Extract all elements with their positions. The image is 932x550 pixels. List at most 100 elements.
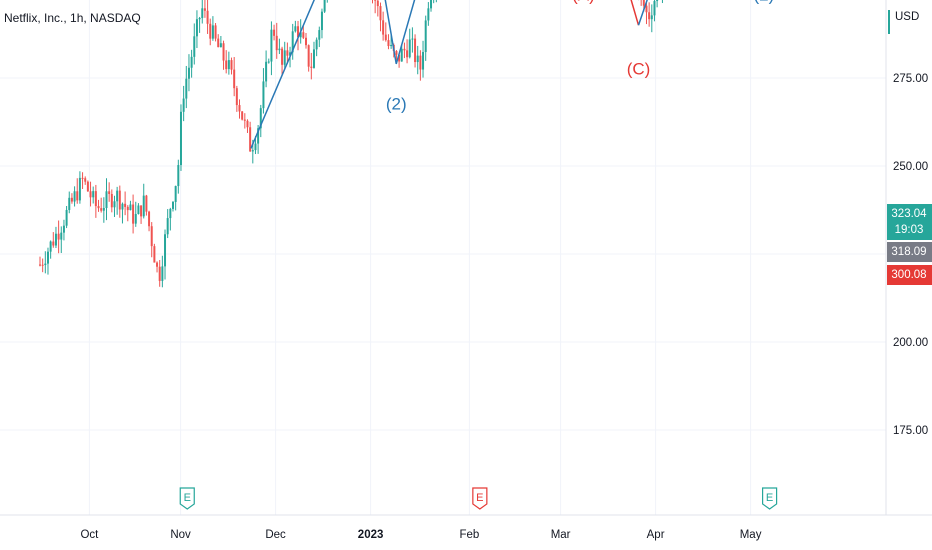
candle-body <box>161 266 164 281</box>
candle-body <box>54 233 57 246</box>
candle-body <box>153 246 156 263</box>
candle-body <box>76 191 79 201</box>
time-axis-bg <box>0 515 932 550</box>
chart-title: Netflix, Inc., 1h, NASDAQ <box>4 11 141 25</box>
candle-body <box>427 8 430 21</box>
candle-body <box>179 111 182 166</box>
candle-body <box>376 0 379 7</box>
price-tick-label: 275.00 <box>893 73 928 85</box>
candle-body <box>645 5 648 13</box>
candle-body <box>150 226 153 247</box>
stop-price-badge[interactable]: 318.09 <box>887 242 932 262</box>
candle-body <box>185 78 188 99</box>
candle-body <box>243 119 246 121</box>
candle-body <box>408 39 411 58</box>
candles <box>39 0 663 288</box>
candle-body <box>94 191 97 207</box>
candle-body <box>137 205 140 215</box>
candle-body <box>134 214 137 224</box>
candle-body <box>102 208 105 211</box>
candle-body <box>209 23 212 39</box>
earnings-marker[interactable]: E <box>472 487 488 510</box>
candle-body <box>267 61 270 63</box>
candle-body <box>241 111 244 120</box>
candle-body <box>251 150 254 152</box>
wave-label: (A) <box>572 0 595 5</box>
candle-body <box>400 48 403 62</box>
candle-body <box>203 8 206 11</box>
currency-label: USD <box>895 11 919 23</box>
candle-body <box>299 32 302 38</box>
candle-body <box>140 205 143 217</box>
candle-body <box>217 38 220 48</box>
candle-body <box>214 25 217 39</box>
candle-body <box>52 241 55 246</box>
candle-body <box>238 105 241 112</box>
price-tick-label: 200.00 <box>893 337 928 349</box>
candle-body <box>297 26 300 38</box>
wave-label: (C) <box>627 59 651 78</box>
candle-body <box>225 60 228 70</box>
candle-body <box>118 190 121 210</box>
candle-body <box>108 191 111 195</box>
candle-body <box>648 12 651 20</box>
entry-price-badge-bg <box>887 265 932 285</box>
candle-body <box>89 191 92 198</box>
candle-body <box>148 211 151 227</box>
candle-body <box>169 208 172 219</box>
current-price-badge[interactable]: 323.04 19:03 <box>887 204 932 240</box>
candle-body <box>68 197 71 210</box>
candle-body <box>254 143 257 151</box>
wave-label: (2) <box>754 0 775 5</box>
time-tick-label: May <box>740 529 762 541</box>
candle-body <box>270 29 273 62</box>
candle-body <box>286 50 289 56</box>
wave-label: (2) <box>386 95 407 114</box>
time-axis[interactable]: Oct Nov Dec 2023 Feb Mar Apr May <box>0 514 932 550</box>
wave-line-1 <box>250 0 416 149</box>
candle-body <box>278 48 281 51</box>
candle-body <box>164 234 167 267</box>
current-price-badge-text: 19:03 <box>895 224 924 236</box>
candle-body <box>182 98 185 112</box>
candle-body <box>406 50 409 58</box>
elliott-wave-labels: (1)(2)(3)(4)(5)(A)(B)(C)(1)(2)(3)(4)(5) <box>386 0 775 114</box>
current-price-badge-text: 323.04 <box>891 208 927 220</box>
candle-body <box>419 55 422 70</box>
candle-body <box>257 128 260 144</box>
candle-body <box>318 30 321 40</box>
entry-price-badge-text: 300.08 <box>891 269 926 281</box>
candle-body <box>307 45 310 67</box>
candle-body <box>656 0 659 2</box>
candle-body <box>411 38 414 40</box>
candle-body <box>246 120 249 128</box>
candle-body <box>100 208 103 211</box>
candle-body <box>398 54 401 62</box>
candle-body <box>387 40 390 47</box>
earnings-marker[interactable]: E <box>179 487 195 510</box>
candle-body <box>73 191 76 202</box>
price-tick-label: 250.00 <box>893 161 928 173</box>
price-axis[interactable]: 175.00200.00225.00250.00275.00300.00325.… <box>885 0 932 550</box>
candle-body <box>653 1 656 16</box>
earnings-marker[interactable]: E <box>762 487 778 510</box>
earnings-badge-icon <box>762 487 778 510</box>
candle-body <box>177 165 180 187</box>
candle-body <box>201 8 204 19</box>
candle-body <box>92 191 95 198</box>
candle-body <box>273 29 276 36</box>
candle-body <box>129 204 132 211</box>
candle-body <box>158 266 161 281</box>
candle-body <box>84 178 87 182</box>
candle-body <box>41 264 44 266</box>
stop-price-badge-bg <box>887 242 932 262</box>
candle-body <box>424 20 427 53</box>
candle-body <box>62 225 65 233</box>
candle-body <box>166 218 169 235</box>
candle-body <box>195 19 198 37</box>
candle-body <box>395 51 398 55</box>
entry-price-badge[interactable]: 300.08 <box>887 265 932 285</box>
candle-body <box>291 31 294 53</box>
